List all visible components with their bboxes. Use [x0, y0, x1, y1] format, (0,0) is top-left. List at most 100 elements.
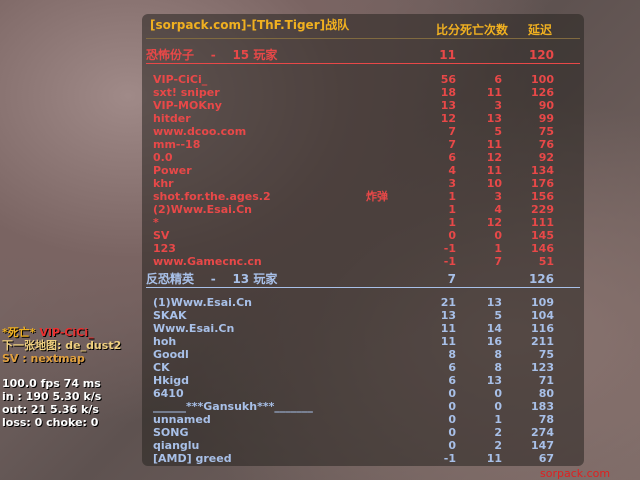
net-out: out: 21 5.36 k/s	[2, 403, 99, 416]
player-score: 6	[448, 151, 456, 164]
player-latency: 116	[531, 322, 554, 335]
player-row[interactable]: Www.Esai.Cn 11 14 116	[142, 322, 584, 335]
player-name: unnamed	[153, 413, 211, 426]
watermark: sorpack.com	[540, 467, 611, 480]
player-latency: 75	[538, 125, 554, 138]
player-row[interactable]: SONG 0 2 274	[142, 426, 584, 439]
player-row[interactable]: 6410 0 0 80	[142, 387, 584, 400]
player-score: 7	[448, 138, 456, 151]
player-deaths: 2	[494, 426, 502, 439]
player-latency: 211	[531, 335, 554, 348]
player-deaths: 3	[494, 99, 502, 112]
player-score: 0	[448, 426, 456, 439]
player-name: 123	[153, 242, 176, 255]
player-score: 1	[448, 203, 456, 216]
player-score: 13	[440, 309, 456, 322]
player-score: -1	[443, 242, 456, 255]
player-latency: 145	[531, 229, 554, 242]
hud-overlay: *死亡* VIP-CiCi_ 下一张地图: de_dust2 SV : next…	[2, 326, 138, 429]
player-row[interactable]: VIP-CiCi_ 56 6 100	[142, 73, 584, 86]
player-score: 4	[448, 164, 456, 177]
player-score: 11	[440, 322, 456, 335]
player-row[interactable]: CK 6 8 123	[142, 361, 584, 374]
player-row[interactable]: qianglu 0 2 147	[142, 439, 584, 452]
player-row[interactable]: (2)Www.Esai.Cn 1 4 229	[142, 203, 584, 216]
player-row[interactable]: unnamed 0 1 78	[142, 413, 584, 426]
player-deaths: 6	[494, 73, 502, 86]
player-row[interactable]: www.Gamecnc.cn -1 7 51	[142, 255, 584, 268]
player-name: VIP-CiCi_	[153, 73, 208, 86]
player-name: shot.for.the.ages.2	[153, 190, 271, 203]
player-row[interactable]: Power 4 11 134	[142, 164, 584, 177]
team-header: 恐怖份子 - 15 玩家 11 120	[146, 48, 554, 62]
player-deaths: 12	[486, 151, 502, 164]
player-name: (1)Www.Esai.Cn	[153, 296, 252, 309]
player-name: hoh	[153, 335, 177, 348]
player-score: 0	[448, 229, 456, 242]
player-score: 21	[440, 296, 456, 309]
player-deaths: 14	[486, 322, 502, 335]
player-deaths: 12	[486, 216, 502, 229]
player-score: 1	[448, 190, 456, 203]
player-name: mm--18	[153, 138, 201, 151]
player-row[interactable]: sxt! sniper 18 11 126	[142, 86, 584, 99]
player-name: www.dcoo.com	[153, 125, 247, 138]
player-name: qianglu	[153, 439, 200, 452]
player-deaths: 16	[486, 335, 502, 348]
player-name: SONG	[153, 426, 189, 439]
player-latency: 176	[531, 177, 554, 190]
player-deaths: 5	[494, 125, 502, 138]
player-latency: 104	[531, 309, 554, 322]
player-row[interactable]: ______***Gansukh***_______ 0 0 183	[142, 400, 584, 413]
sv-message: SV : nextmap	[2, 352, 85, 365]
player-score: 11	[440, 335, 456, 348]
player-score: 6	[448, 361, 456, 374]
player-score: 8	[448, 348, 456, 361]
player-name: khr	[153, 177, 174, 190]
player-row[interactable]: (1)Www.Esai.Cn 21 13 109	[142, 296, 584, 309]
player-score: -1	[443, 255, 456, 268]
player-deaths: 4	[494, 203, 502, 216]
player-row[interactable]: 123 -1 1 146	[142, 242, 584, 255]
player-row[interactable]: khr 3 10 176	[142, 177, 584, 190]
player-row[interactable]: www.dcoo.com 7 5 75	[142, 125, 584, 138]
player-name: VIP-MOKny	[153, 99, 222, 112]
player-latency: 71	[538, 374, 554, 387]
player-deaths: 10	[486, 177, 502, 190]
player-name: ______***Gansukh***_______	[153, 400, 313, 413]
player-latency: 126	[531, 86, 554, 99]
player-name: *	[153, 216, 159, 229]
player-latency: 76	[538, 138, 554, 151]
player-score: 12	[440, 112, 456, 125]
player-latency: 90	[538, 99, 554, 112]
player-latency: 111	[531, 216, 554, 229]
player-deaths: 0	[494, 229, 502, 242]
player-row[interactable]: [AMD] greed -1 11 67	[142, 452, 584, 465]
player-latency: 146	[531, 242, 554, 255]
player-latency: 183	[531, 400, 554, 413]
player-row[interactable]: VIP-MOKny 13 3 90	[142, 99, 584, 112]
player-row[interactable]: hitder 12 13 99	[142, 112, 584, 125]
player-latency: 134	[531, 164, 554, 177]
player-deaths: 13	[486, 296, 502, 309]
player-deaths: 3	[494, 190, 502, 203]
player-row[interactable]: hoh 11 16 211	[142, 335, 584, 348]
kill-message: *死亡* VIP-CiCi_	[2, 326, 94, 339]
player-deaths: 1	[494, 413, 502, 426]
player-latency: 156	[531, 190, 554, 203]
player-row[interactable]: SV 0 0 145	[142, 229, 584, 242]
player-row[interactable]: mm--18 7 11 76	[142, 138, 584, 151]
player-row[interactable]: Hkigd 6 13 71	[142, 374, 584, 387]
player-latency: 51	[538, 255, 554, 268]
player-row[interactable]: Goodl 8 8 75	[142, 348, 584, 361]
player-deaths: 11	[486, 138, 502, 151]
player-row[interactable]: shot.for.the.ages.2 炸弹 1 3 156	[142, 190, 584, 203]
player-row[interactable]: SKAK 13 5 104	[142, 309, 584, 322]
player-name: SKAK	[153, 309, 187, 322]
team-divider	[146, 287, 580, 288]
player-deaths: 11	[486, 164, 502, 177]
player-deaths: 11	[486, 452, 502, 465]
player-name: www.Gamecnc.cn	[153, 255, 262, 268]
player-row[interactable]: 0.0 6 12 92	[142, 151, 584, 164]
player-row[interactable]: * 1 12 111	[142, 216, 584, 229]
